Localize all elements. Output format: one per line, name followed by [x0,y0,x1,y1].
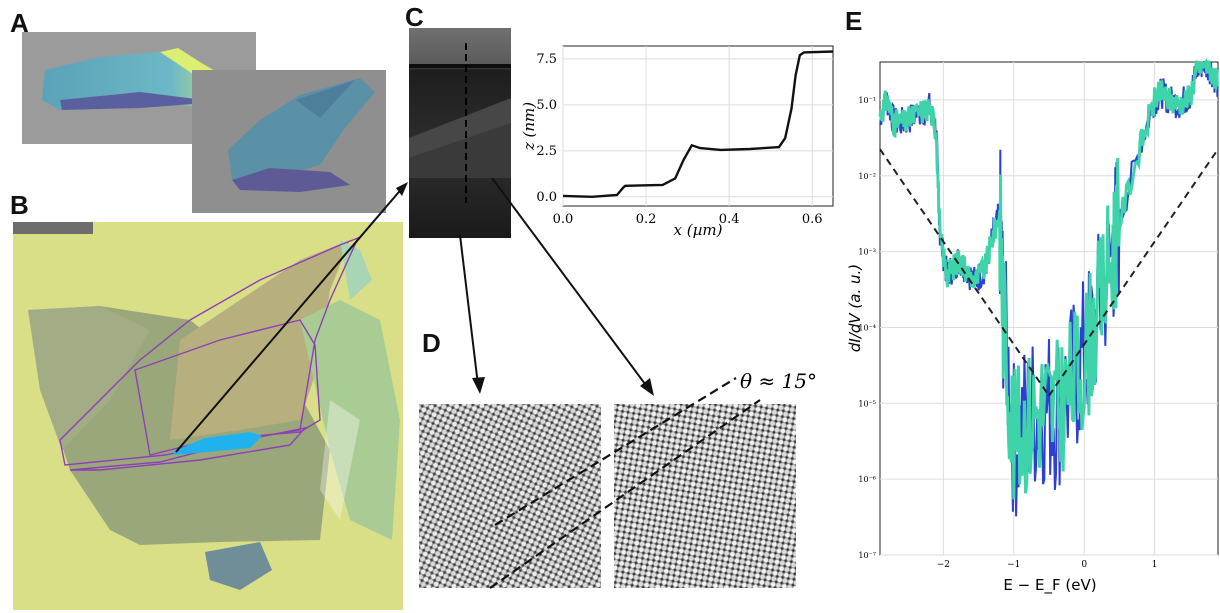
highlighted-region [172,432,262,455]
profile-y-tick-label: 7.5 [536,52,557,67]
spectra-guide-lines [879,148,1219,397]
arrow-b-to-c [175,185,405,453]
arrowhead-c-to-d-left [472,377,485,394]
spectra-y-tick-label: 10⁻³ [858,248,876,257]
angle-line-2 [494,377,737,526]
panel-e-spectra-chart: −2 −1 0 1 10⁻⁷ 10⁻⁶ 10⁻⁵ 10⁻⁴ 10⁻³ 10⁻² 10⁻¹ E − E… [846,58,1219,595]
spectra-y-tick-label: 10⁻¹ [858,96,876,105]
stm-image-left [419,404,601,588]
spectra-plot-area [879,61,1219,556]
panel-label-a: A [10,8,29,38]
panel-a-micrographs [22,32,386,213]
stm-image-right [614,404,796,588]
angle-label: θ ≈ 15° [740,369,817,393]
profile-ylabel: z (nm) [520,102,538,151]
profile-xlabel: x (µm) [674,221,723,239]
angle-line-1 [489,399,761,589]
spectra-y-tick-label: 10⁻⁴ [858,323,876,332]
micrograph-a2 [192,70,386,213]
panel-d-stm-images: θ ≈ 15° [419,369,817,589]
spectra-ticks: −2 −1 0 1 10⁻⁷ 10⁻⁶ 10⁻⁵ 10⁻⁴ 10⁻³ 10⁻² 10⁻¹ [858,96,1157,570]
profile-series-line [562,50,834,199]
arrow-c-to-d-left [459,234,479,386]
profile-y-tick-label: 2.5 [536,144,557,159]
spectra-ylabel: dI/dV (a. u.) [846,264,864,352]
panel-c-profile-chart: 0.0 0.2 0.4 0.6 0.0 2.5 5.0 7.5 x (µm) z (nm) [520,45,834,239]
substrate-flakes [28,240,400,590]
arrowhead-c-to-d-right [640,378,654,396]
spectra-y-tick-label: 10⁻⁷ [858,551,876,560]
spectra-x-tick-label: −2 [937,560,950,570]
panel-c-to-d-arrows [459,177,654,396]
spectra-series-teal [878,58,1219,500]
profile-x-tick-label: 0.6 [802,212,823,227]
profile-x-tick-label: 0.2 [636,212,657,227]
panel-label-b: B [10,190,29,220]
panel-label-d: D [422,328,441,358]
spectra-x-tick-label: −1 [1007,560,1020,570]
spectra-xlabel: E − E_F (eV) [1003,576,1096,595]
profile-x-tick-label: 0.4 [719,212,740,227]
profile-y-tick-label: 5.0 [536,98,557,113]
arrow-c-to-d-right [491,177,649,389]
arrowhead-b-to-c [396,182,408,196]
panel-label-e: E [845,6,863,36]
spectra-x-tick-label: 0 [1081,560,1087,570]
panel-c-afm-image [409,28,511,238]
spectra-x-tick-label: 1 [1152,560,1158,570]
panel-label-c: C [405,2,424,32]
spectra-y-tick-label: 10⁻⁵ [858,399,876,408]
profile-y-tick-label: 0.0 [536,190,557,205]
spectra-y-tick-label: 10⁻² [858,172,876,181]
profile-ticks: 0.0 0.2 0.4 0.6 0.0 2.5 5.0 7.5 [536,52,822,227]
panel-b-micrograph [13,182,408,610]
spectra-y-tick-label: 10⁻⁶ [858,475,876,484]
profile-x-tick-label: 0.0 [553,212,574,227]
profile-gridlines [562,46,833,206]
